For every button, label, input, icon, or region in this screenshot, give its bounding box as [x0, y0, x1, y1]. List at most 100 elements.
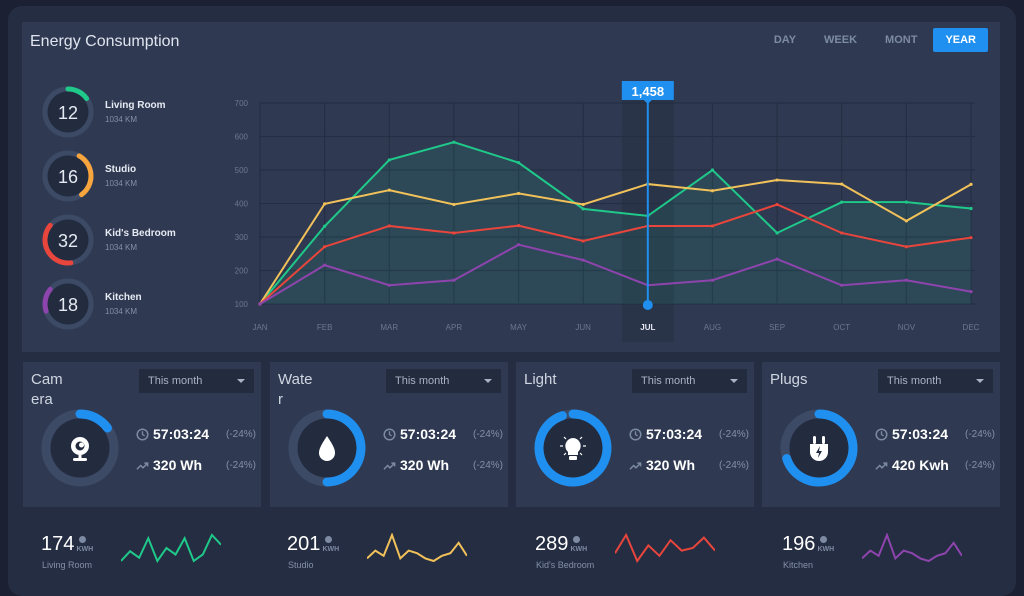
- period-dropdown[interactable]: This month: [139, 369, 254, 393]
- series-3-point[interactable]: [969, 290, 973, 294]
- series-0-point[interactable]: [840, 200, 844, 204]
- card-plug: Plugs This month 57:03:24 (-24%) 420 Kwh (…: [762, 362, 1000, 507]
- series-3-point[interactable]: [452, 278, 456, 282]
- room-item[interactable]: 16 Studio 1034 KM: [41, 149, 137, 203]
- x-tick-label: JAN: [252, 323, 267, 332]
- series-1-point[interactable]: [840, 182, 844, 186]
- series-3-point[interactable]: [258, 302, 262, 306]
- series-1-point[interactable]: [710, 189, 715, 193]
- card-title: Plugs: [770, 371, 808, 388]
- series-2-point[interactable]: [516, 224, 521, 228]
- series-1-point[interactable]: [775, 178, 779, 182]
- room-gauge: 16: [42, 150, 94, 202]
- room-gauge: 32: [42, 214, 94, 266]
- series-3-point[interactable]: [581, 258, 585, 262]
- series-2-point[interactable]: [581, 239, 585, 243]
- time-value: 57:03:24: [892, 426, 949, 442]
- room-item[interactable]: 18 Kitchen 1034 KM: [41, 277, 142, 331]
- series-1-point[interactable]: [452, 202, 456, 207]
- time-change: (-24%): [718, 428, 749, 440]
- series-3-point[interactable]: [710, 278, 715, 282]
- time-value: 57:03:24: [400, 426, 457, 442]
- series-3-point[interactable]: [904, 278, 908, 282]
- plug-icon: [810, 436, 828, 461]
- room-gauge-value: 12: [58, 103, 78, 123]
- series-2-point[interactable]: [904, 245, 908, 249]
- series-1-point[interactable]: [516, 191, 521, 196]
- trend-up-icon: [629, 461, 642, 470]
- room-gauge: 18: [42, 278, 94, 330]
- x-tick-label: FEB: [317, 323, 333, 332]
- room-distance: 1034 KM: [105, 115, 138, 124]
- highlight-tooltip-value: 1,458: [632, 84, 665, 99]
- series-0-point[interactable]: [775, 231, 779, 235]
- series-2-point[interactable]: [969, 236, 973, 240]
- usage-donut: [288, 409, 366, 487]
- period-dropdown-value: This month: [641, 375, 696, 387]
- series-0-point[interactable]: [387, 158, 391, 162]
- series-0-point[interactable]: [904, 200, 908, 204]
- trend-up-icon: [383, 461, 396, 470]
- period-dropdown[interactable]: This month: [632, 369, 747, 393]
- series-1-point[interactable]: [904, 219, 908, 223]
- series-3-point[interactable]: [387, 283, 391, 287]
- series-0-point[interactable]: [323, 224, 327, 228]
- series-2-point[interactable]: [775, 202, 779, 207]
- x-tick-label: OCT: [833, 323, 850, 332]
- period-dropdown[interactable]: This month: [878, 369, 993, 393]
- series-0-point[interactable]: [969, 206, 973, 211]
- series-2-point[interactable]: [323, 245, 327, 249]
- card-title: Water: [278, 371, 313, 408]
- series-1-point[interactable]: [323, 202, 327, 206]
- series-0-point[interactable]: [452, 140, 456, 144]
- time-change: (-24%): [472, 428, 503, 440]
- room-name: Kitchen: [105, 292, 142, 303]
- series-3-point[interactable]: [775, 257, 779, 261]
- room-item[interactable]: 12 Living Room 1034 KM: [41, 85, 166, 139]
- series-0-point[interactable]: [516, 161, 521, 165]
- series-0-point[interactable]: [581, 207, 585, 211]
- y-tick-label: 700: [235, 99, 249, 108]
- tab-year[interactable]: YEAR: [933, 28, 988, 52]
- series-1-point[interactable]: [581, 202, 585, 207]
- x-tick-label: AUG: [704, 323, 721, 332]
- period-tabs: DAY WEEK MONT YEAR: [762, 28, 988, 52]
- period-dropdown[interactable]: This month: [386, 369, 501, 393]
- card-title: Camera: [31, 371, 63, 408]
- y-tick-label: 300: [235, 233, 249, 242]
- highlight-tooltip: [621, 81, 674, 100]
- series-3-point[interactable]: [323, 263, 327, 267]
- series-3-point[interactable]: [840, 283, 844, 287]
- series-1-point[interactable]: [387, 188, 391, 192]
- tab-day[interactable]: DAY: [773, 34, 797, 46]
- series-0-point[interactable]: [710, 168, 715, 172]
- series-0-area: [260, 142, 971, 304]
- room-summary: 174 KWH Living Room: [41, 533, 241, 573]
- y-tick-label: 100: [235, 300, 249, 309]
- tab-week[interactable]: WEEK: [824, 34, 858, 46]
- x-tick-label: MAY: [510, 323, 527, 332]
- series-2-point[interactable]: [840, 231, 844, 235]
- series-2-point[interactable]: [387, 224, 391, 228]
- tab-month[interactable]: MONT: [885, 34, 918, 46]
- clock-icon: [875, 427, 888, 441]
- energy-value: 320 Wh: [646, 457, 696, 473]
- series-1-point[interactable]: [969, 182, 973, 187]
- room-distance: 1034 KM: [105, 179, 138, 188]
- y-tick-label: 500: [235, 166, 249, 175]
- highlight-marker-handle[interactable]: [642, 300, 653, 310]
- series-2-point[interactable]: [452, 231, 456, 235]
- energy-stat: 320 Wh (-24%): [136, 457, 256, 473]
- series-3-point[interactable]: [516, 243, 521, 247]
- time-stat: 57:03:24 (-24%): [875, 426, 995, 442]
- time-stat: 57:03:24 (-24%): [629, 426, 749, 442]
- caret-down-icon: [484, 379, 492, 383]
- status-dot: [324, 536, 332, 543]
- summary-unit: KWH: [76, 546, 94, 553]
- summary-unit: KWH: [817, 546, 835, 553]
- room-item[interactable]: 32 Kid's Bedroom 1034 KM: [41, 213, 176, 267]
- time-value: 57:03:24: [153, 426, 210, 442]
- room-gauge-value: 18: [58, 295, 78, 315]
- page-title: Energy Consumption: [30, 33, 180, 50]
- series-2-point[interactable]: [710, 224, 715, 228]
